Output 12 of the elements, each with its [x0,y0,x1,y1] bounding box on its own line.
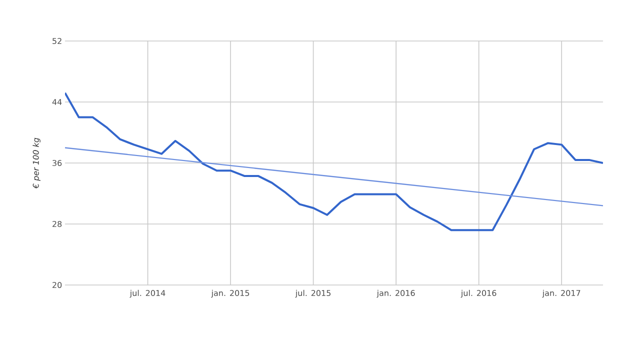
x-tick-label: jul. 2015 [295,290,331,298]
x-tick-label: jan. 2016 [376,290,415,298]
x-tick-label: jul. 2016 [460,290,496,298]
x-tick-label: jan. 2017 [542,290,580,298]
y-tick-label: 36 [52,160,62,166]
y-tick-label: 28 [52,220,62,228]
y-tick-label: 52 [52,38,62,44]
x-tick-label: jul. 2014 [130,290,166,298]
x-tick-label: jan. 2015 [211,290,250,298]
y-tick-label: 20 [52,282,62,288]
y-tick-label: 44 [52,99,62,105]
y-axis-title: € per 100 kg [32,138,40,189]
